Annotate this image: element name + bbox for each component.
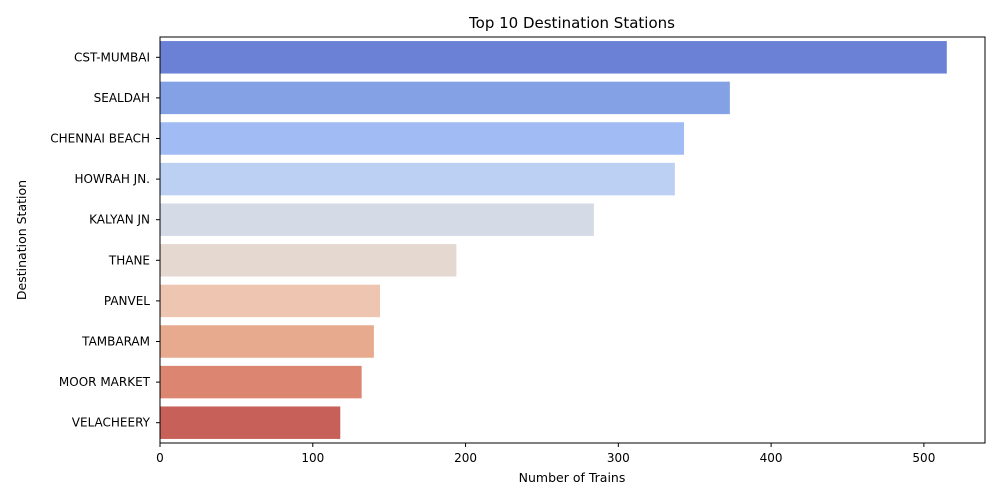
y-tick-label: CHENNAI BEACH (50, 132, 150, 146)
x-tick-label: 100 (301, 451, 324, 465)
bars-group (160, 41, 947, 439)
bar-velacheery (160, 406, 341, 439)
y-axis-label: Destination Station (14, 180, 29, 300)
bar-chennai-beach (160, 122, 685, 155)
x-axis-ticks: 0 100 200 300 400 500 (156, 443, 935, 465)
y-tick-label: TAMBARAM (81, 335, 150, 349)
bar-kalyan-jn (160, 203, 594, 236)
y-tick-label: MOOR MARKET (59, 375, 151, 389)
bar-panvel (160, 284, 380, 318)
y-tick-label: CST-MUMBAI (74, 50, 150, 64)
axes-frame (159, 36, 986, 444)
x-axis-label: Number of Trains (519, 470, 626, 485)
bar-tambaram (160, 325, 374, 358)
y-tick-label: KALYAN JN (89, 213, 150, 227)
x-tick-label: 0 (156, 451, 164, 465)
bar-thane (160, 244, 457, 277)
x-tick-label: 500 (912, 451, 935, 465)
bar-howrah-jn (160, 162, 675, 196)
y-tick-label: VELACHEERY (72, 416, 151, 430)
bar-sealdah (160, 81, 730, 115)
chart-title: Top 10 Destination Stations (468, 14, 675, 32)
y-axis-ticks: CST-MUMBAI SEALDAH CHENNAI BEACH HOWRAH JN.… (50, 50, 160, 430)
plot-area-border (159, 36, 986, 444)
y-tick-label: HOWRAH JN. (74, 172, 150, 186)
y-tick-label: THANE (108, 253, 150, 267)
x-tick-label: 400 (760, 451, 783, 465)
x-tick-label: 200 (454, 451, 477, 465)
bar-moor-market (160, 365, 362, 399)
bar-cst-mumbai (160, 41, 947, 74)
y-tick-label: PANVEL (104, 294, 150, 308)
x-tick-label: 300 (607, 451, 630, 465)
y-tick-label: SEALDAH (94, 91, 150, 105)
